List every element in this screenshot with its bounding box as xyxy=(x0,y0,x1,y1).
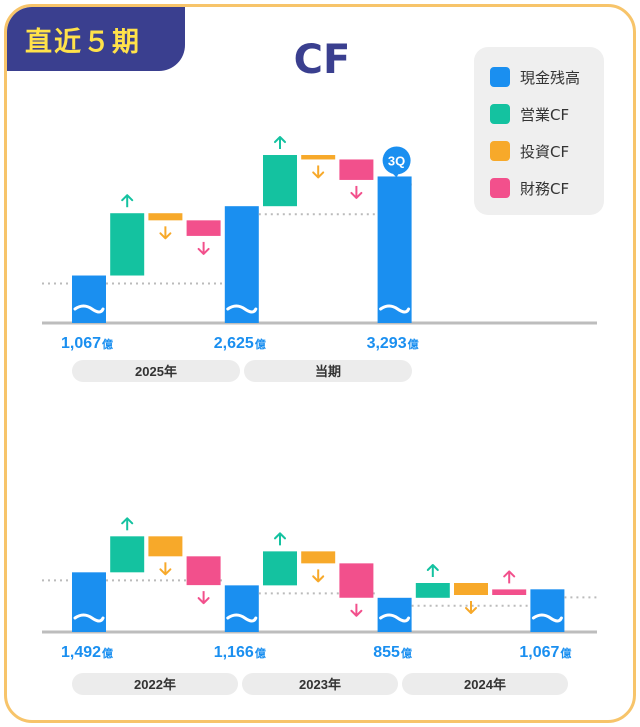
legend-label-inv: 投資CF xyxy=(520,143,570,161)
cash-bar xyxy=(224,585,259,632)
inv-bar xyxy=(301,551,336,564)
arrow-head-icon xyxy=(159,232,172,240)
cash-value-label: 3,293億 xyxy=(367,335,419,352)
arrow-head-icon xyxy=(197,597,210,605)
inv-bar xyxy=(148,536,183,557)
legend-swatch-op xyxy=(490,104,510,124)
unit-label: 億 xyxy=(255,646,266,660)
quarter-tag-label: 3Q xyxy=(388,153,405,168)
unit-label: 億 xyxy=(102,337,113,351)
inv-bar xyxy=(148,213,183,221)
op-bar xyxy=(110,213,145,276)
cash-bar xyxy=(530,589,565,632)
legend-label-cash: 現金残高 xyxy=(520,69,581,87)
arrow-head-icon xyxy=(350,191,363,199)
cash-bar xyxy=(224,206,259,323)
legend: 現金残高 営業CF 投資CF 財務CF xyxy=(474,47,604,215)
wave-mark xyxy=(73,613,105,623)
cash-bar xyxy=(72,275,106,323)
wave-mark xyxy=(379,613,411,623)
wave-mark xyxy=(226,613,258,623)
period-badge-label: 直近５期 xyxy=(25,27,141,58)
quarter-tag-bubble xyxy=(382,146,411,175)
arrow-head-icon xyxy=(426,564,439,571)
fin-bar xyxy=(186,556,221,586)
quarter-tag-tail xyxy=(390,169,401,178)
arrow-head-icon xyxy=(121,517,134,525)
chart-frame: 直近５期 CF 現金残高 営業CF 投資CF 財務CF xyxy=(4,4,636,723)
inv-bar xyxy=(301,155,336,160)
unit-label: 億 xyxy=(560,646,571,660)
cash-value-label: 1,067億 xyxy=(519,644,571,661)
arrow-head-icon xyxy=(503,570,516,578)
unit-label: 億 xyxy=(102,646,113,660)
op-bar xyxy=(415,583,450,598)
period-label: 2022年 xyxy=(134,677,176,692)
fin-bar xyxy=(339,159,374,180)
fin-bar xyxy=(492,589,527,595)
wave-mark xyxy=(73,304,105,314)
cash-value-label: 1,067億 xyxy=(61,335,113,352)
inv-bar xyxy=(454,583,488,595)
cash-bar xyxy=(72,572,106,632)
cash-bar xyxy=(377,176,412,323)
unit-label: 億 xyxy=(401,646,412,660)
arrow-head-icon xyxy=(312,171,325,179)
fin-bar xyxy=(186,220,221,236)
unit-label: 億 xyxy=(408,337,419,351)
unit-label: 億 xyxy=(255,337,266,351)
cash-value-label: 1,166億 xyxy=(214,644,266,661)
period-label: 2025年 xyxy=(135,364,177,379)
fin-bar xyxy=(339,563,374,598)
legend-swatch-fin xyxy=(490,178,510,198)
legend-swatch-cash xyxy=(490,67,510,87)
arrow-head-icon xyxy=(465,607,477,614)
cash-value-label: 855億 xyxy=(373,644,412,661)
period-pill xyxy=(244,360,412,382)
period-badge: 直近５期 xyxy=(7,7,185,71)
arrow-head-icon xyxy=(121,194,134,202)
period-label: 2024年 xyxy=(464,677,506,692)
op-bar xyxy=(263,155,297,207)
arrow-head-icon xyxy=(274,532,286,540)
op-bar xyxy=(263,551,297,586)
period-label: 2023年 xyxy=(299,677,341,692)
arrow-head-icon xyxy=(350,609,363,617)
op-bar xyxy=(110,536,145,573)
legend-label-op: 営業CF xyxy=(520,106,570,124)
chart-title: CF xyxy=(293,37,351,83)
period-pill xyxy=(72,673,238,695)
wave-mark xyxy=(226,304,258,314)
period-label: 当期 xyxy=(315,364,341,379)
arrow-head-icon xyxy=(197,247,210,255)
arrow-head-icon xyxy=(159,568,172,576)
period-pill xyxy=(242,673,398,695)
wave-mark xyxy=(531,613,563,623)
legend-label-fin: 財務CF xyxy=(520,180,570,198)
arrow-head-icon xyxy=(274,136,286,144)
cash-value-label: 2,625億 xyxy=(214,335,266,352)
cash-value-label: 1,492億 xyxy=(61,644,113,661)
period-pill xyxy=(402,673,568,695)
legend-swatch-inv xyxy=(490,141,510,161)
arrow-head-icon xyxy=(312,575,325,583)
period-pill xyxy=(72,360,240,382)
wave-mark xyxy=(379,304,411,314)
